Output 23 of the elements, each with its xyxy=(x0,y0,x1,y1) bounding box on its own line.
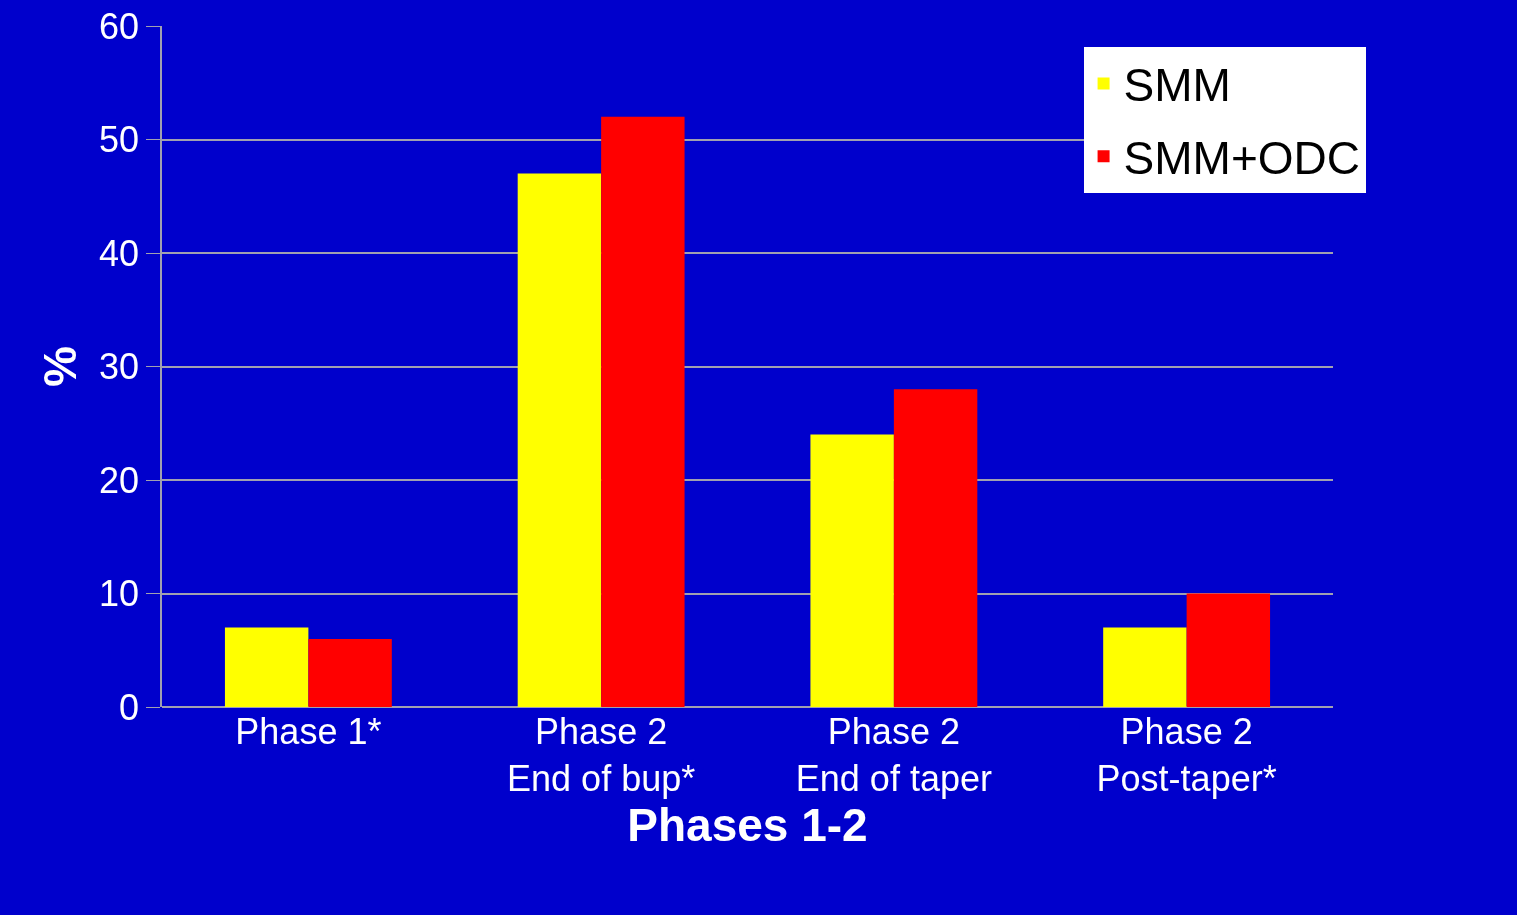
bar xyxy=(1186,593,1271,707)
x-axis-title: Phases 1-2 xyxy=(627,798,868,851)
bar xyxy=(810,434,894,707)
x-tick-label: Phase 2 End of taper xyxy=(795,711,992,799)
y-tick-label: 0 xyxy=(119,686,140,728)
bar xyxy=(601,116,685,707)
legend-label: SMM+ODC xyxy=(1123,132,1360,185)
bar xyxy=(517,173,602,707)
y-tick-label: 30 xyxy=(99,346,140,388)
y-tick-label: 20 xyxy=(99,459,140,501)
y-tick-label: 10 xyxy=(99,573,140,615)
bar xyxy=(893,389,978,707)
y-tick-label: 50 xyxy=(99,119,140,161)
bar xyxy=(224,627,309,707)
x-tick-label: Phase 2 End of bup* xyxy=(507,711,696,799)
bar xyxy=(1103,627,1187,707)
bar xyxy=(308,638,392,707)
legend-label: SMM xyxy=(1123,59,1231,112)
y-tick-label: 60 xyxy=(99,5,140,47)
x-tick-label: Phase 1* xyxy=(235,711,382,752)
x-tick-label: Phase 2 Post-taper* xyxy=(1096,711,1277,799)
y-tick-label: 40 xyxy=(99,232,140,274)
y-axis-title: % xyxy=(33,346,86,387)
